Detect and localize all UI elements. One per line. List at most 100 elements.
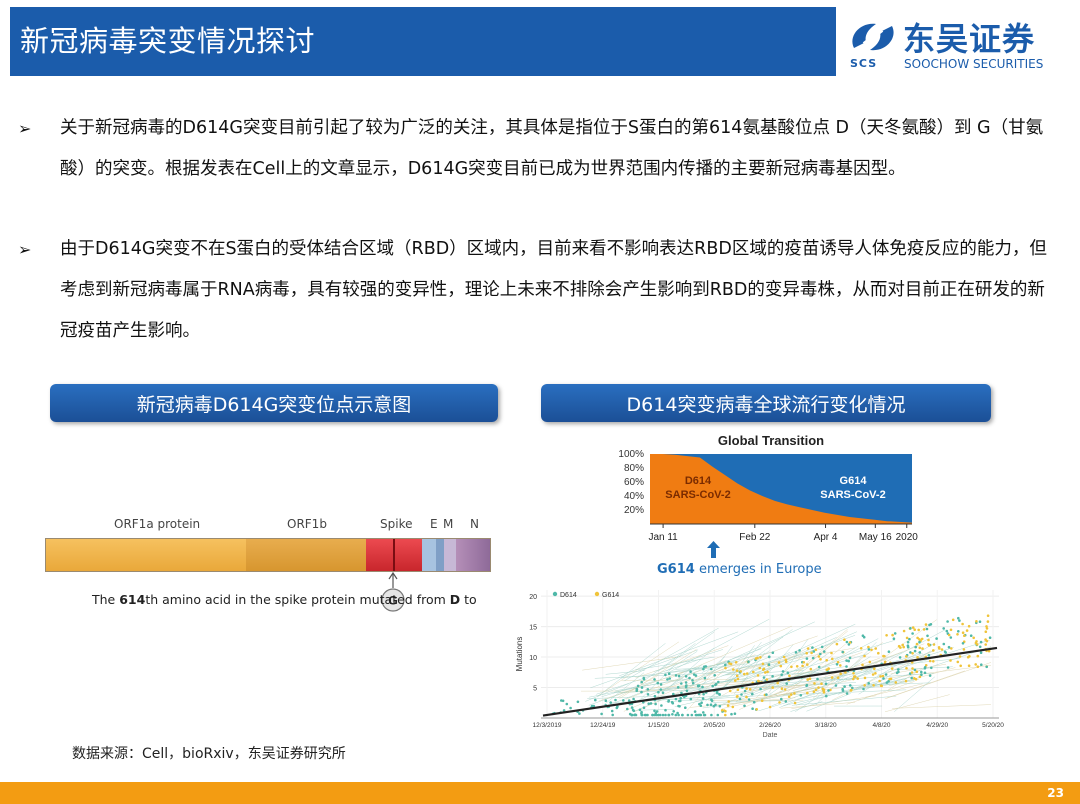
point-d614	[920, 670, 923, 674]
point-d614	[918, 651, 922, 654]
point-d614	[799, 694, 803, 697]
mutations-scatter-chart: 20 15 10 5 Mutations 12/3/2019 12/24/19 1/15/20…	[515, 590, 1004, 739]
genome-protein-bar	[45, 538, 491, 572]
lineage-line	[603, 672, 645, 706]
point-d614	[913, 649, 917, 653]
bullet-text-1: 关于新冠病毒的D614G突变目前引起了较为广泛的关注，其具体是指位于S蛋白的第6…	[60, 118, 1044, 179]
x-tick-label: Feb 22	[739, 532, 771, 543]
lineage-lines	[581, 618, 992, 713]
point-d614	[780, 673, 783, 676]
point-g614	[821, 687, 824, 690]
bullet-arrow-icon: ➢	[18, 119, 32, 138]
point-d614	[664, 713, 667, 717]
point-d614	[628, 712, 632, 716]
point-d614	[657, 690, 660, 694]
point-g614	[932, 643, 936, 646]
point-g614	[748, 688, 752, 691]
point-g614	[752, 670, 755, 674]
point-g614	[963, 634, 966, 637]
point-d614	[824, 682, 828, 686]
point-g614	[783, 688, 787, 691]
point-d614	[635, 687, 639, 691]
point-g614	[853, 675, 857, 678]
point-d614	[702, 711, 705, 714]
point-d614	[781, 670, 785, 673]
point-d614	[765, 693, 768, 696]
point-d614	[847, 659, 850, 663]
point-d614	[848, 656, 852, 660]
x-tick-label: 4/29/20	[926, 722, 948, 729]
point-g614	[817, 686, 820, 689]
point-d614	[841, 650, 844, 654]
point-d614	[805, 683, 809, 687]
point-d614	[743, 689, 747, 693]
point-d614	[979, 651, 983, 654]
lineage-line	[742, 637, 837, 680]
point-d614	[851, 686, 854, 690]
point-g614	[743, 672, 746, 676]
point-g614	[890, 667, 894, 670]
point-g614	[825, 659, 828, 662]
point-d614	[690, 713, 694, 717]
soochow-logo: 东吴证券 SCS SOOCHOW SECURITIES	[846, 14, 1070, 74]
point-g614	[918, 675, 922, 679]
point-g614	[830, 651, 833, 655]
point-g614	[788, 674, 791, 678]
point-d614	[893, 632, 897, 635]
point-d614	[671, 713, 674, 716]
point-d614	[684, 706, 687, 709]
point-d614	[680, 691, 683, 695]
point-g614	[879, 684, 883, 687]
point-d614	[985, 665, 988, 669]
point-d614	[630, 706, 634, 709]
point-d614	[710, 699, 714, 702]
point-g614	[843, 638, 846, 641]
page-number: 23	[1047, 786, 1064, 800]
lineage-line	[884, 694, 950, 713]
point-d614	[882, 677, 885, 680]
point-g614	[897, 644, 901, 648]
point-d614	[743, 704, 746, 708]
point-g614	[916, 636, 919, 640]
point-d614	[928, 674, 932, 677]
point-g614	[928, 659, 932, 663]
point-g614	[768, 705, 772, 709]
point-g614	[911, 652, 914, 655]
point-d614	[594, 698, 597, 702]
protein-label-spike: Spike	[380, 517, 413, 531]
point-d614	[927, 653, 931, 657]
point-d614	[676, 686, 680, 689]
point-g614	[987, 649, 991, 653]
point-g614	[871, 673, 875, 676]
x-tick-label: 2020	[896, 532, 919, 543]
legend-label-g614: G614	[602, 592, 619, 599]
point-d614	[980, 663, 983, 666]
point-d614	[686, 713, 690, 717]
emergence-annotation: G614 emerges in Europe	[657, 562, 822, 577]
point-g614	[806, 678, 809, 681]
emergence-arrow-icon	[707, 541, 720, 558]
point-d614	[642, 677, 646, 681]
point-d614	[674, 697, 678, 701]
point-g614	[836, 676, 840, 679]
point-g614	[863, 676, 867, 680]
point-d614	[716, 713, 720, 717]
data-source: 数据来源：Cell，bioRxiv，东吴证券研究所	[72, 746, 346, 762]
point-g614	[894, 681, 898, 684]
point-d614	[655, 713, 658, 717]
point-g614	[726, 704, 730, 707]
point-d614	[988, 636, 992, 639]
y-tick-label: 80%	[624, 463, 644, 474]
point-d614	[920, 673, 923, 676]
point-d614	[672, 692, 675, 696]
point-d614	[659, 683, 663, 686]
point-d614	[909, 651, 912, 654]
point-d614	[685, 689, 689, 693]
point-g614	[913, 677, 916, 680]
point-d614	[867, 648, 871, 651]
point-g614	[940, 648, 944, 651]
point-d614	[636, 684, 640, 688]
point-d614	[717, 680, 720, 684]
x-tick-label: Jan 11	[648, 532, 678, 543]
point-d614	[693, 710, 697, 713]
